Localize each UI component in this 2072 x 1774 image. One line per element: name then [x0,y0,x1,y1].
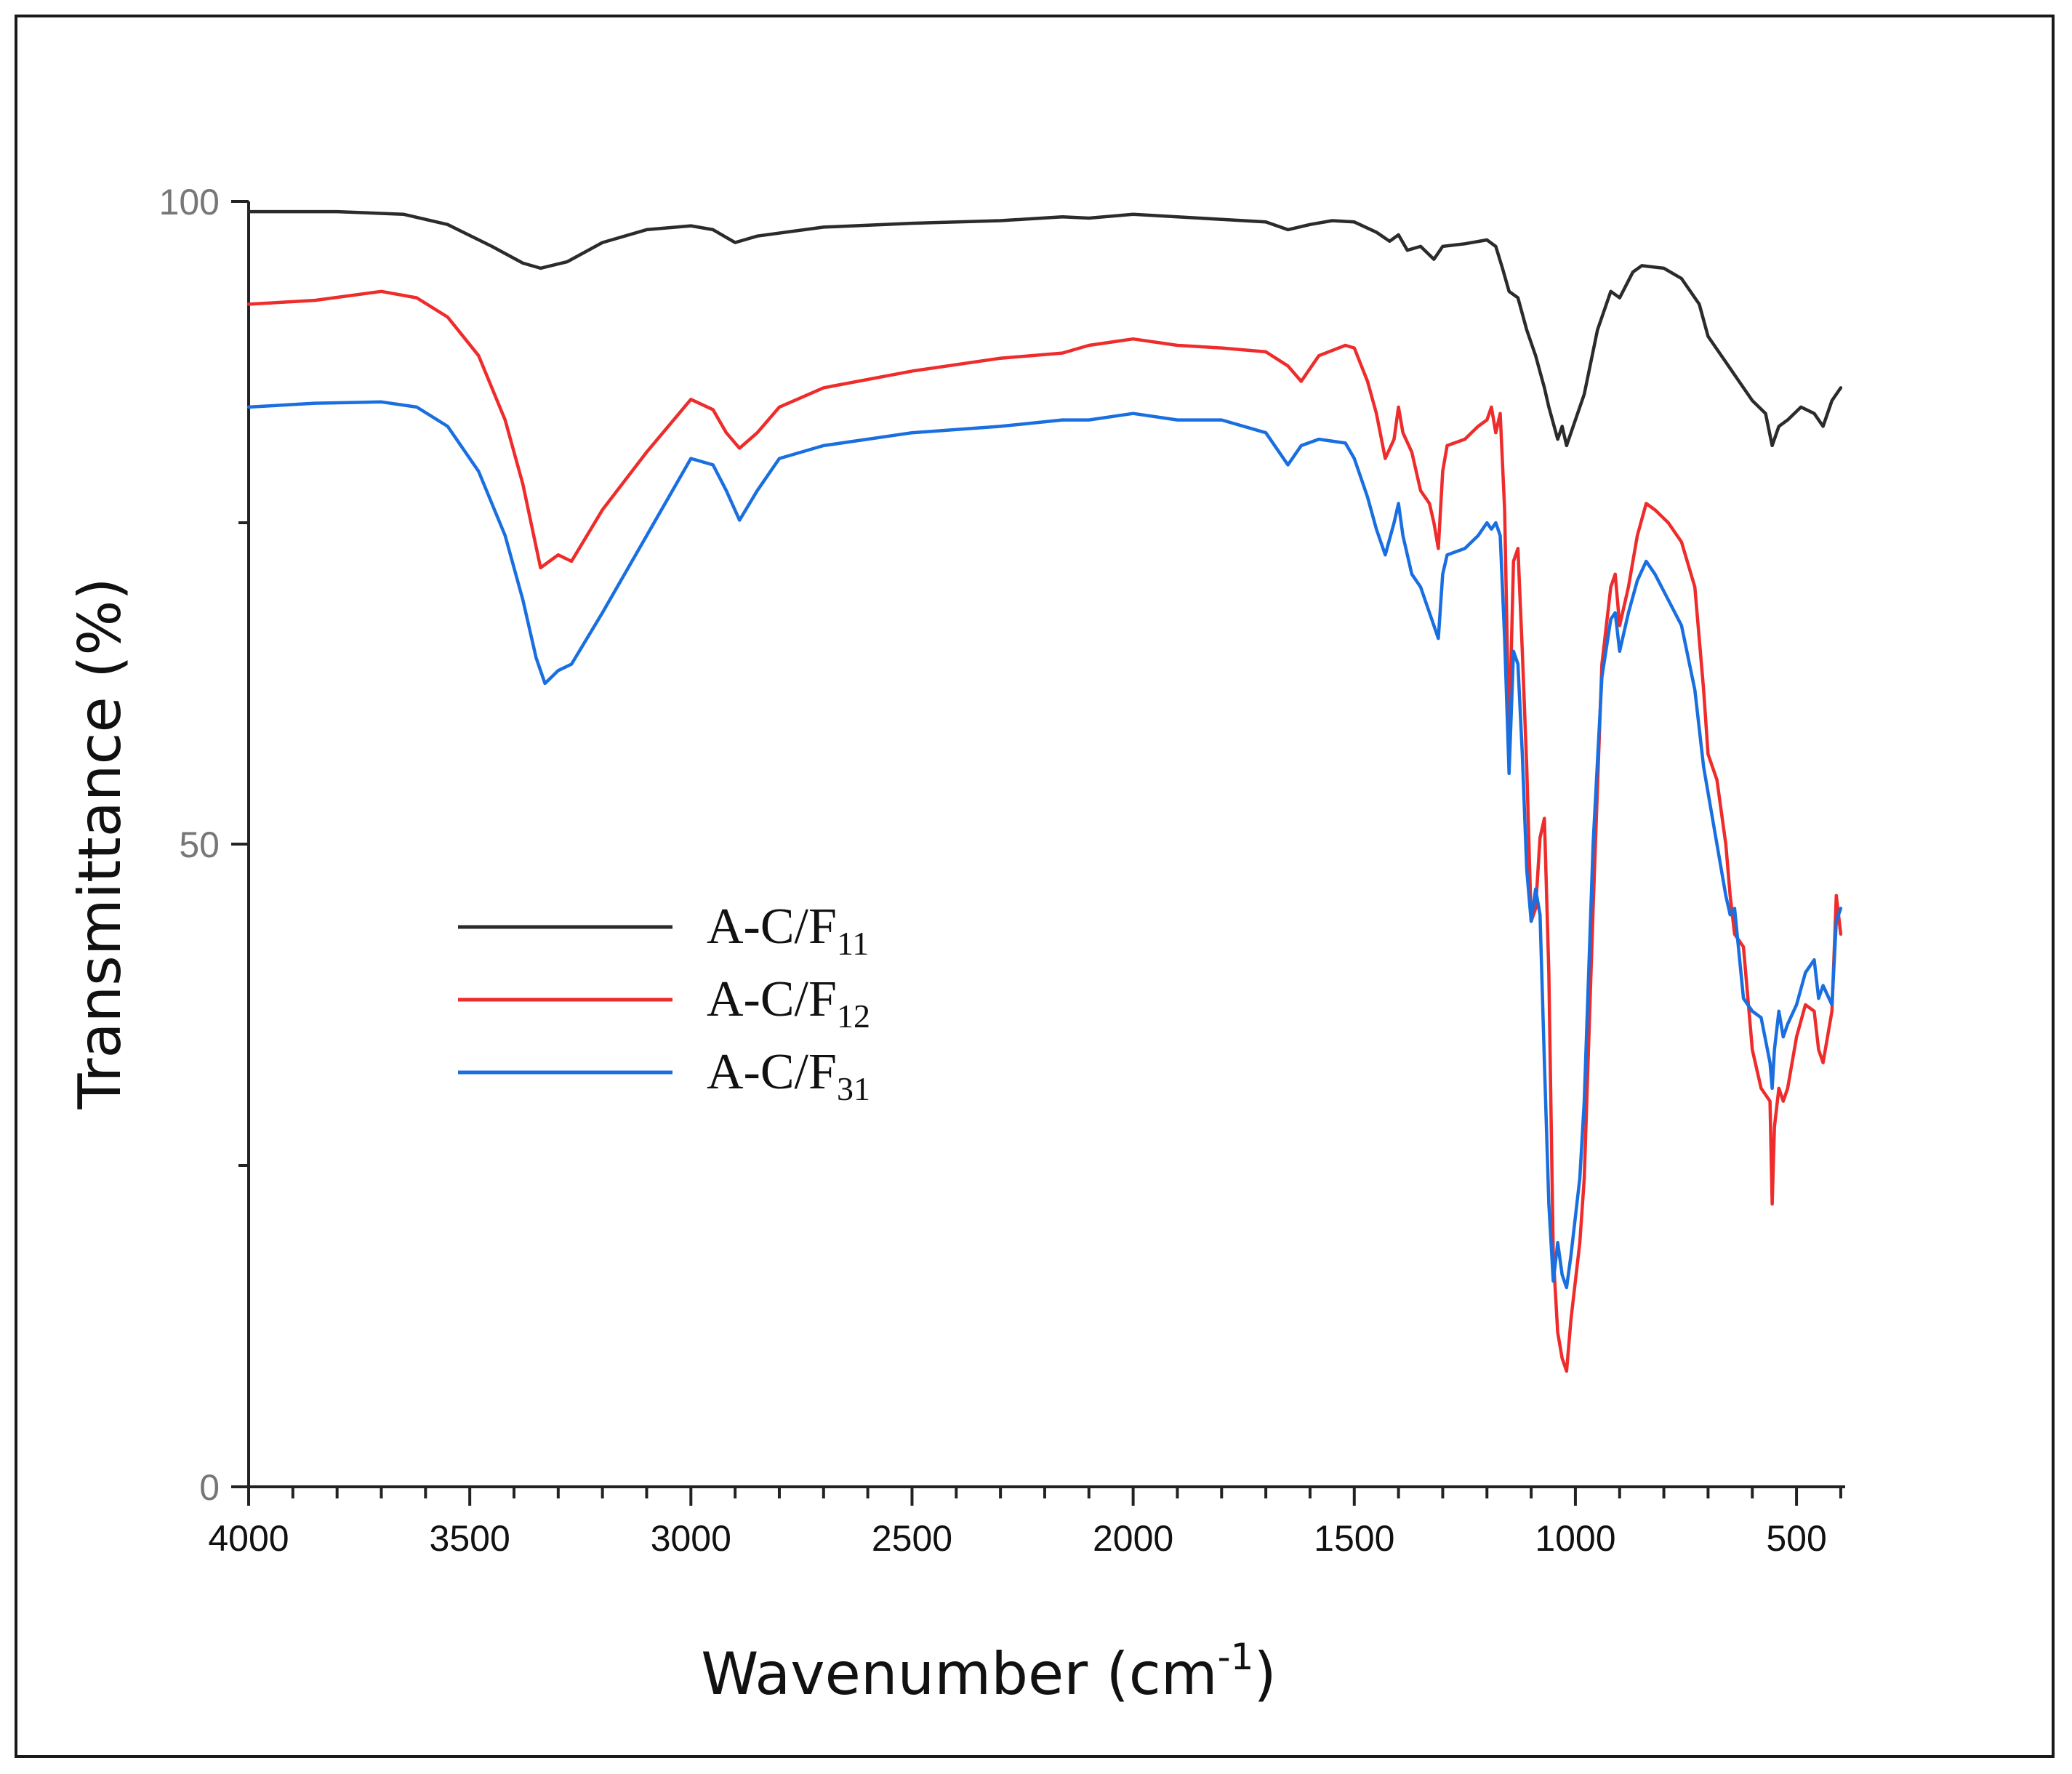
x-tick-label: 4000 [208,1518,289,1559]
y-ticks: 0 50 100 [159,182,249,1508]
x-axis-title-close: ) [1254,1640,1277,1708]
series-line-a-c-f11 [246,209,1843,448]
series-line-a-c-f31 [246,400,1843,1290]
legend: A-C/F11 A-C/F12 A-C/F31 [458,899,870,1107]
x-tick-label: 3500 [430,1518,510,1559]
x-axis-title: Wavenumber (cm-1) [701,1636,1276,1708]
y-tick-label: 50 [179,824,220,865]
figure-frame [15,15,2055,1758]
x-axis-title-main: Wavenumber (cm [701,1640,1217,1708]
x-tick-label: 500 [1766,1518,1826,1559]
x-tick-label: 1500 [1314,1518,1394,1559]
x-tick-label: 1000 [1535,1518,1615,1559]
x-axis-title-sup: -1 [1218,1636,1254,1678]
x-ticks: 4000 3500 3000 2500 2000 1500 1000 500 [208,1487,1842,1559]
x-tick-label: 3000 [651,1518,731,1559]
y-tick-label: 0 [199,1467,220,1508]
legend-label: A-C/F12 [707,971,870,1035]
y-tick-label: 100 [159,182,220,222]
legend-label: A-C/F31 [707,1044,870,1107]
legend-label: A-C/F11 [707,899,869,962]
x-tick-label: 2000 [1093,1518,1173,1559]
series-layer [246,209,1843,1373]
y-axis-title: Transmittance (%) [66,577,134,1109]
x-tick-label: 2500 [872,1518,952,1559]
series-line-a-c-f12 [246,289,1843,1373]
axes [247,201,1845,1488]
